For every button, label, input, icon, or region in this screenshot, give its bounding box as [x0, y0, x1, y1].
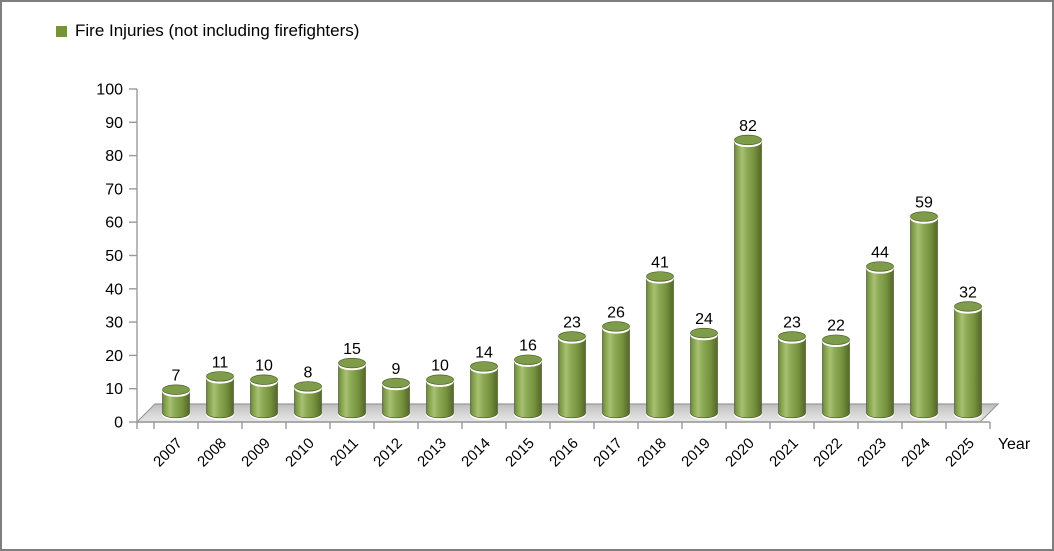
svg-text:16: 16 [519, 338, 537, 355]
svg-text:2024: 2024 [898, 435, 934, 471]
svg-text:2014: 2014 [458, 435, 494, 471]
svg-text:80: 80 [105, 148, 123, 165]
svg-text:2018: 2018 [634, 435, 670, 471]
svg-text:26: 26 [607, 304, 625, 321]
svg-text:100: 100 [96, 82, 123, 99]
svg-text:10: 10 [105, 381, 123, 398]
svg-text:23: 23 [563, 314, 581, 331]
svg-text:2022: 2022 [810, 435, 846, 471]
svg-text:2016: 2016 [546, 435, 582, 471]
bar-series [161, 134, 983, 420]
svg-text:2020: 2020 [722, 435, 758, 471]
svg-text:59: 59 [915, 195, 933, 212]
svg-text:41: 41 [651, 254, 669, 271]
svg-text:2007: 2007 [150, 435, 186, 471]
svg-text:14: 14 [475, 344, 493, 361]
y-axis-labels: 0 10 20 30 40 50 60 70 80 90 100 [96, 82, 123, 432]
svg-text:2008: 2008 [194, 435, 230, 471]
svg-text:2017: 2017 [590, 435, 626, 471]
x-axis-labels: 2007 2008 2009 2010 2011 2012 2013 2014 2015 2016… [150, 435, 978, 471]
axes [129, 88, 991, 429]
svg-text:7: 7 [172, 368, 181, 385]
svg-text:23: 23 [783, 314, 801, 331]
svg-text:22: 22 [827, 318, 845, 335]
svg-text:90: 90 [105, 115, 123, 132]
svg-text:2025: 2025 [942, 435, 978, 471]
bar-value-labels: 7 11 10 8 15 9 10 14 16 23 26 41 24 82 23 22 44 59 32 [172, 118, 977, 385]
svg-text:2019: 2019 [678, 435, 714, 471]
svg-text:8: 8 [304, 364, 313, 381]
svg-text:82: 82 [739, 118, 757, 135]
svg-text:40: 40 [105, 281, 123, 298]
svg-text:9: 9 [392, 361, 401, 378]
svg-text:2012: 2012 [370, 435, 406, 471]
svg-text:2011: 2011 [327, 435, 362, 470]
svg-text:11: 11 [212, 354, 229, 371]
svg-text:44: 44 [871, 244, 889, 261]
svg-text:2015: 2015 [502, 435, 538, 471]
legend-swatch-icon [56, 25, 67, 37]
svg-text:20: 20 [105, 348, 123, 365]
svg-text:10: 10 [255, 358, 273, 375]
svg-text:32: 32 [959, 284, 977, 301]
svg-text:2023: 2023 [854, 435, 890, 471]
x-axis-title: Year [998, 436, 1031, 453]
legend: Fire Injuries (not including firefighter… [56, 21, 359, 41]
svg-text:2021: 2021 [766, 435, 802, 471]
legend-label: Fire Injuries (not including firefighter… [75, 21, 360, 40]
svg-text:2010: 2010 [282, 435, 318, 471]
svg-text:0: 0 [114, 415, 123, 432]
svg-text:70: 70 [105, 181, 123, 198]
svg-text:10: 10 [431, 358, 449, 375]
svg-text:30: 30 [105, 315, 123, 332]
svg-text:50: 50 [105, 248, 123, 265]
svg-text:2013: 2013 [414, 435, 450, 471]
svg-text:60: 60 [105, 215, 123, 232]
svg-text:15: 15 [343, 341, 361, 358]
svg-text:2009: 2009 [238, 435, 274, 471]
svg-text:24: 24 [695, 311, 713, 328]
